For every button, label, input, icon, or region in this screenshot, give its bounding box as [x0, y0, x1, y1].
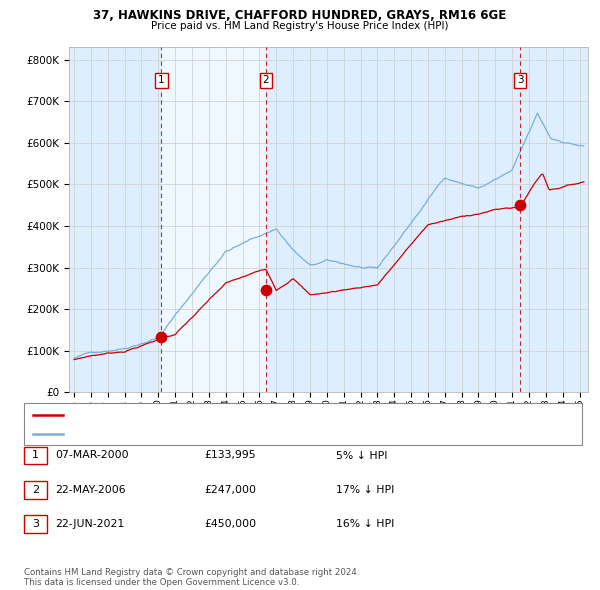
Text: £450,000: £450,000	[204, 519, 256, 529]
Text: 37, HAWKINS DRIVE, CHAFFORD HUNDRED, GRAYS, RM16 6GE: 37, HAWKINS DRIVE, CHAFFORD HUNDRED, GRA…	[94, 9, 506, 22]
Text: £247,000: £247,000	[204, 485, 256, 494]
Text: 5% ↓ HPI: 5% ↓ HPI	[336, 451, 388, 460]
Point	[515, 201, 525, 210]
Text: 22-MAY-2006: 22-MAY-2006	[55, 485, 126, 494]
Text: HPI: Average price, detached house, Thurrock: HPI: Average price, detached house, Thur…	[67, 429, 285, 438]
Text: £133,995: £133,995	[204, 451, 256, 460]
Text: 3: 3	[32, 519, 39, 529]
Text: 1: 1	[158, 76, 164, 86]
Text: 3: 3	[517, 76, 523, 86]
Text: Contains HM Land Registry data © Crown copyright and database right 2024.
This d: Contains HM Land Registry data © Crown c…	[24, 568, 359, 587]
Text: 2: 2	[32, 485, 39, 494]
Text: 1: 1	[32, 451, 39, 460]
Text: 07-MAR-2000: 07-MAR-2000	[55, 451, 129, 460]
Text: 2: 2	[263, 76, 269, 86]
Text: 37, HAWKINS DRIVE, CHAFFORD HUNDRED, GRAYS, RM16 6GE (detached house): 37, HAWKINS DRIVE, CHAFFORD HUNDRED, GRA…	[67, 411, 449, 419]
Text: 17% ↓ HPI: 17% ↓ HPI	[336, 485, 394, 494]
Text: 22-JUN-2021: 22-JUN-2021	[55, 519, 124, 529]
Text: 16% ↓ HPI: 16% ↓ HPI	[336, 519, 394, 529]
Bar	[161, 47, 266, 392]
Point	[157, 332, 166, 342]
Point	[261, 285, 271, 294]
Text: Price paid vs. HM Land Registry's House Price Index (HPI): Price paid vs. HM Land Registry's House …	[151, 21, 449, 31]
